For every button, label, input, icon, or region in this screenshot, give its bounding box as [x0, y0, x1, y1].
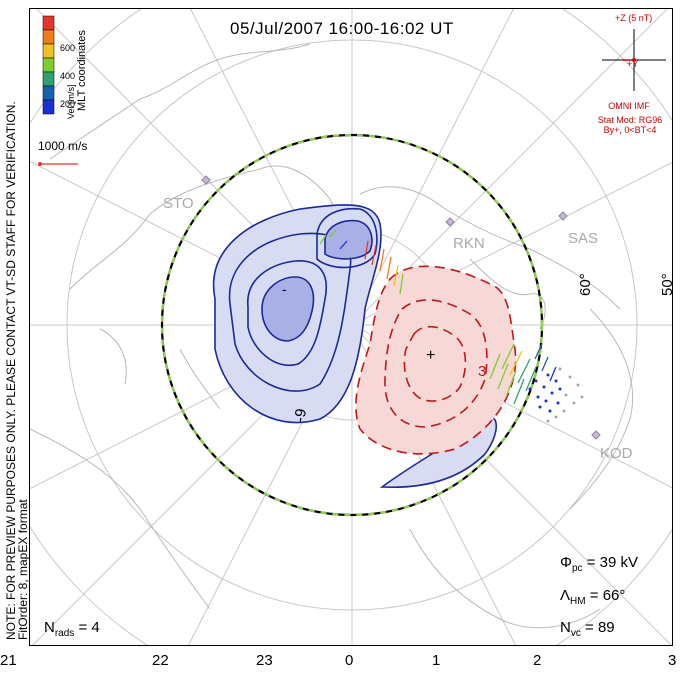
colorbar-swatch [42, 85, 55, 101]
radar-site-markers [201, 175, 601, 440]
site-label-rkn: RKN [453, 235, 485, 252]
colorbar-swatch [42, 15, 55, 31]
scale-vector-label: 1000 m/s [38, 139, 88, 153]
potential-max-marker: + [426, 347, 436, 364]
imf-source: OMNI IMF [608, 101, 650, 111]
velocity-vectors [319, 228, 557, 405]
imf-y-label: +Y [627, 59, 639, 69]
time-tick-0: 0 [345, 652, 354, 669]
hm-boundary-dash [160, 133, 544, 517]
velocity-colorbar [42, 15, 55, 115]
colorbar-swatch [42, 99, 55, 115]
radar-count: Nrads = 4 [44, 619, 100, 639]
convection-map [30, 9, 672, 645]
imf-model: Stat Mod: RG96 [597, 115, 663, 125]
vector-origins [528, 373, 562, 413]
time-tick-2: 2 [533, 652, 542, 669]
site-label-sto: STO [163, 195, 194, 212]
colorbar-swatch [42, 29, 55, 45]
colorbar-swatch [42, 43, 55, 59]
site-label-kod: KOD [600, 445, 633, 462]
imf-condition: By+, 0<BT<4 [603, 125, 657, 135]
map-frame: 05/Jul/2007 16:00-16:02 UT Vel [m/s] 600… [29, 8, 673, 646]
positive-potential-cell [355, 265, 517, 455]
potential-min-marker: - [282, 281, 287, 297]
time-tick-1: 1 [432, 652, 441, 669]
colorbar-tick-200: 200 [60, 99, 76, 109]
imf-dial [602, 29, 666, 91]
colorbar-swatch [42, 57, 55, 73]
latitude-label-60: 60° [577, 273, 594, 296]
imf-z-label: +Z (5 nT) [615, 13, 653, 23]
time-tick-21: 21 [0, 652, 17, 669]
colorbar-swatch [42, 71, 55, 87]
colorbar-tick-600: 600 [60, 43, 76, 53]
fit-order: FitOrder: 8, mapEX format [16, 499, 30, 640]
time-tick-22: 22 [152, 652, 169, 669]
cross-polar-potential: Φpc = 39 kV [560, 554, 638, 574]
latitude-label-50: 50° [659, 273, 673, 296]
scale-vector [38, 162, 78, 166]
map-title: 05/Jul/2007 16:00-16:02 UT [230, 19, 454, 38]
site-label-sas: SAS [568, 230, 599, 247]
coordinates-label: MLT coordinates [76, 30, 88, 111]
vector-count: Nvc = 89 [560, 619, 615, 639]
negative-potential-cell [212, 204, 497, 489]
contour-label-pos: 3 [478, 363, 487, 380]
time-tick-3: 3 [668, 652, 677, 669]
contour-label-neg: -9 [291, 407, 311, 424]
hm-latitude: ΛHM = 66° [560, 587, 626, 607]
grid-points [546, 367, 584, 423]
time-tick-23: 23 [256, 652, 273, 669]
colorbar-tick-400: 400 [60, 71, 76, 81]
